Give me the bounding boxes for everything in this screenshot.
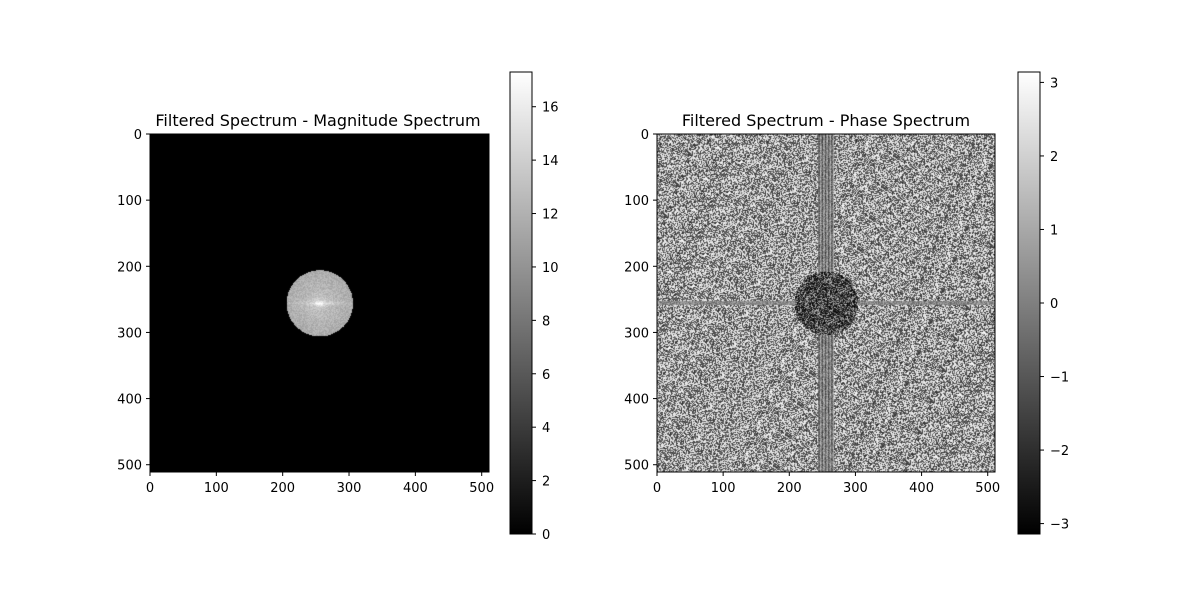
magnitude-x-tick-label: 300 xyxy=(337,481,362,496)
phase-colorbar-tick-label: −2 xyxy=(1050,444,1069,459)
phase-x-tick-label: 300 xyxy=(843,481,868,496)
phase-x-tick-label: 400 xyxy=(909,481,934,496)
phase-x-ticks: 0 100 200 300 400 500 xyxy=(653,472,1000,496)
magnitude-x-tick-label: 500 xyxy=(469,481,494,496)
magnitude-colorbar-tick-label: 2 xyxy=(542,475,550,490)
phase-axes-frame xyxy=(656,133,996,473)
phase-y-tick-label: 200 xyxy=(624,260,649,275)
phase-colorbar: −3 −2 −1 0 1 2 3 xyxy=(1017,71,1069,535)
magnitude-colorbar: 0 2 4 6 8 10 12 14 16 xyxy=(509,71,559,543)
phase-colorbar-tick-label: 0 xyxy=(1050,297,1058,312)
magnitude-y-tick-label: 100 xyxy=(117,194,142,209)
phase-y-tick-label: 300 xyxy=(624,326,649,341)
magnitude-colorbar-tick-label: 12 xyxy=(542,208,559,223)
phase-x-tick-label: 0 xyxy=(653,481,661,496)
phase-image xyxy=(657,134,995,472)
phase-colorbar-tick-label: −3 xyxy=(1050,518,1069,533)
phase-colorbar-ticks: −3 −2 −1 0 1 2 3 xyxy=(1040,76,1069,533)
magnitude-colorbar-bar xyxy=(509,71,533,535)
magnitude-y-tick-label: 200 xyxy=(117,260,142,275)
magnitude-y-tick-label: 0 xyxy=(134,128,142,143)
phase-colorbar-tick-label: 2 xyxy=(1050,150,1058,165)
phase-x-tick-label: 500 xyxy=(975,481,1000,496)
magnitude-x-ticks: 0 100 200 300 400 500 xyxy=(146,472,494,496)
magnitude-colorbar-tick-label: 8 xyxy=(542,314,550,329)
phase-colorbar-tick-label: −1 xyxy=(1050,371,1069,386)
magnitude-y-tick-label: 500 xyxy=(117,459,142,474)
phase-y-tick-label: 500 xyxy=(624,459,649,474)
magnitude-y-tick-label: 300 xyxy=(117,326,142,341)
magnitude-x-tick-label: 100 xyxy=(204,481,229,496)
magnitude-colorbar-tick-label: 10 xyxy=(542,261,559,276)
magnitude-y-tick-label: 400 xyxy=(117,393,142,408)
magnitude-x-tick-label: 0 xyxy=(146,481,154,496)
magnitude-colorbar-tick-label: 16 xyxy=(542,101,559,116)
magnitude-panel: Filtered Spectrum - Magnitude Spectrum 0… xyxy=(117,111,494,496)
magnitude-x-tick-label: 400 xyxy=(403,481,428,496)
magnitude-colorbar-tick-label: 4 xyxy=(542,421,550,436)
phase-colorbar-bar xyxy=(1017,71,1041,535)
magnitude-x-tick-label: 200 xyxy=(270,481,295,496)
magnitude-colorbar-tick-label: 0 xyxy=(542,528,550,543)
magnitude-colorbar-tick-label: 6 xyxy=(542,368,550,383)
magnitude-image xyxy=(150,134,489,472)
magnitude-axes-frame xyxy=(149,133,490,473)
phase-colorbar-tick-label: 1 xyxy=(1050,223,1058,238)
phase-y-tick-label: 100 xyxy=(624,194,649,209)
phase-title: Filtered Spectrum - Phase Spectrum xyxy=(682,111,970,130)
phase-x-tick-label: 200 xyxy=(777,481,802,496)
magnitude-colorbar-ticks: 0 2 4 6 8 10 12 14 16 xyxy=(532,101,559,543)
phase-colorbar-tick-label: 3 xyxy=(1050,76,1058,91)
magnitude-colorbar-tick-label: 14 xyxy=(542,154,559,169)
magnitude-title: Filtered Spectrum - Magnitude Spectrum xyxy=(155,111,480,130)
magnitude-y-ticks: 0 100 200 300 400 500 xyxy=(117,128,150,474)
phase-y-tick-label: 400 xyxy=(624,393,649,408)
phase-y-tick-label: 0 xyxy=(641,128,649,143)
phase-panel: Filtered Spectrum - Phase Spectrum 0 100 2… xyxy=(624,111,1000,496)
phase-y-ticks: 0 100 200 300 400 500 xyxy=(624,128,657,474)
phase-x-tick-label: 100 xyxy=(711,481,736,496)
